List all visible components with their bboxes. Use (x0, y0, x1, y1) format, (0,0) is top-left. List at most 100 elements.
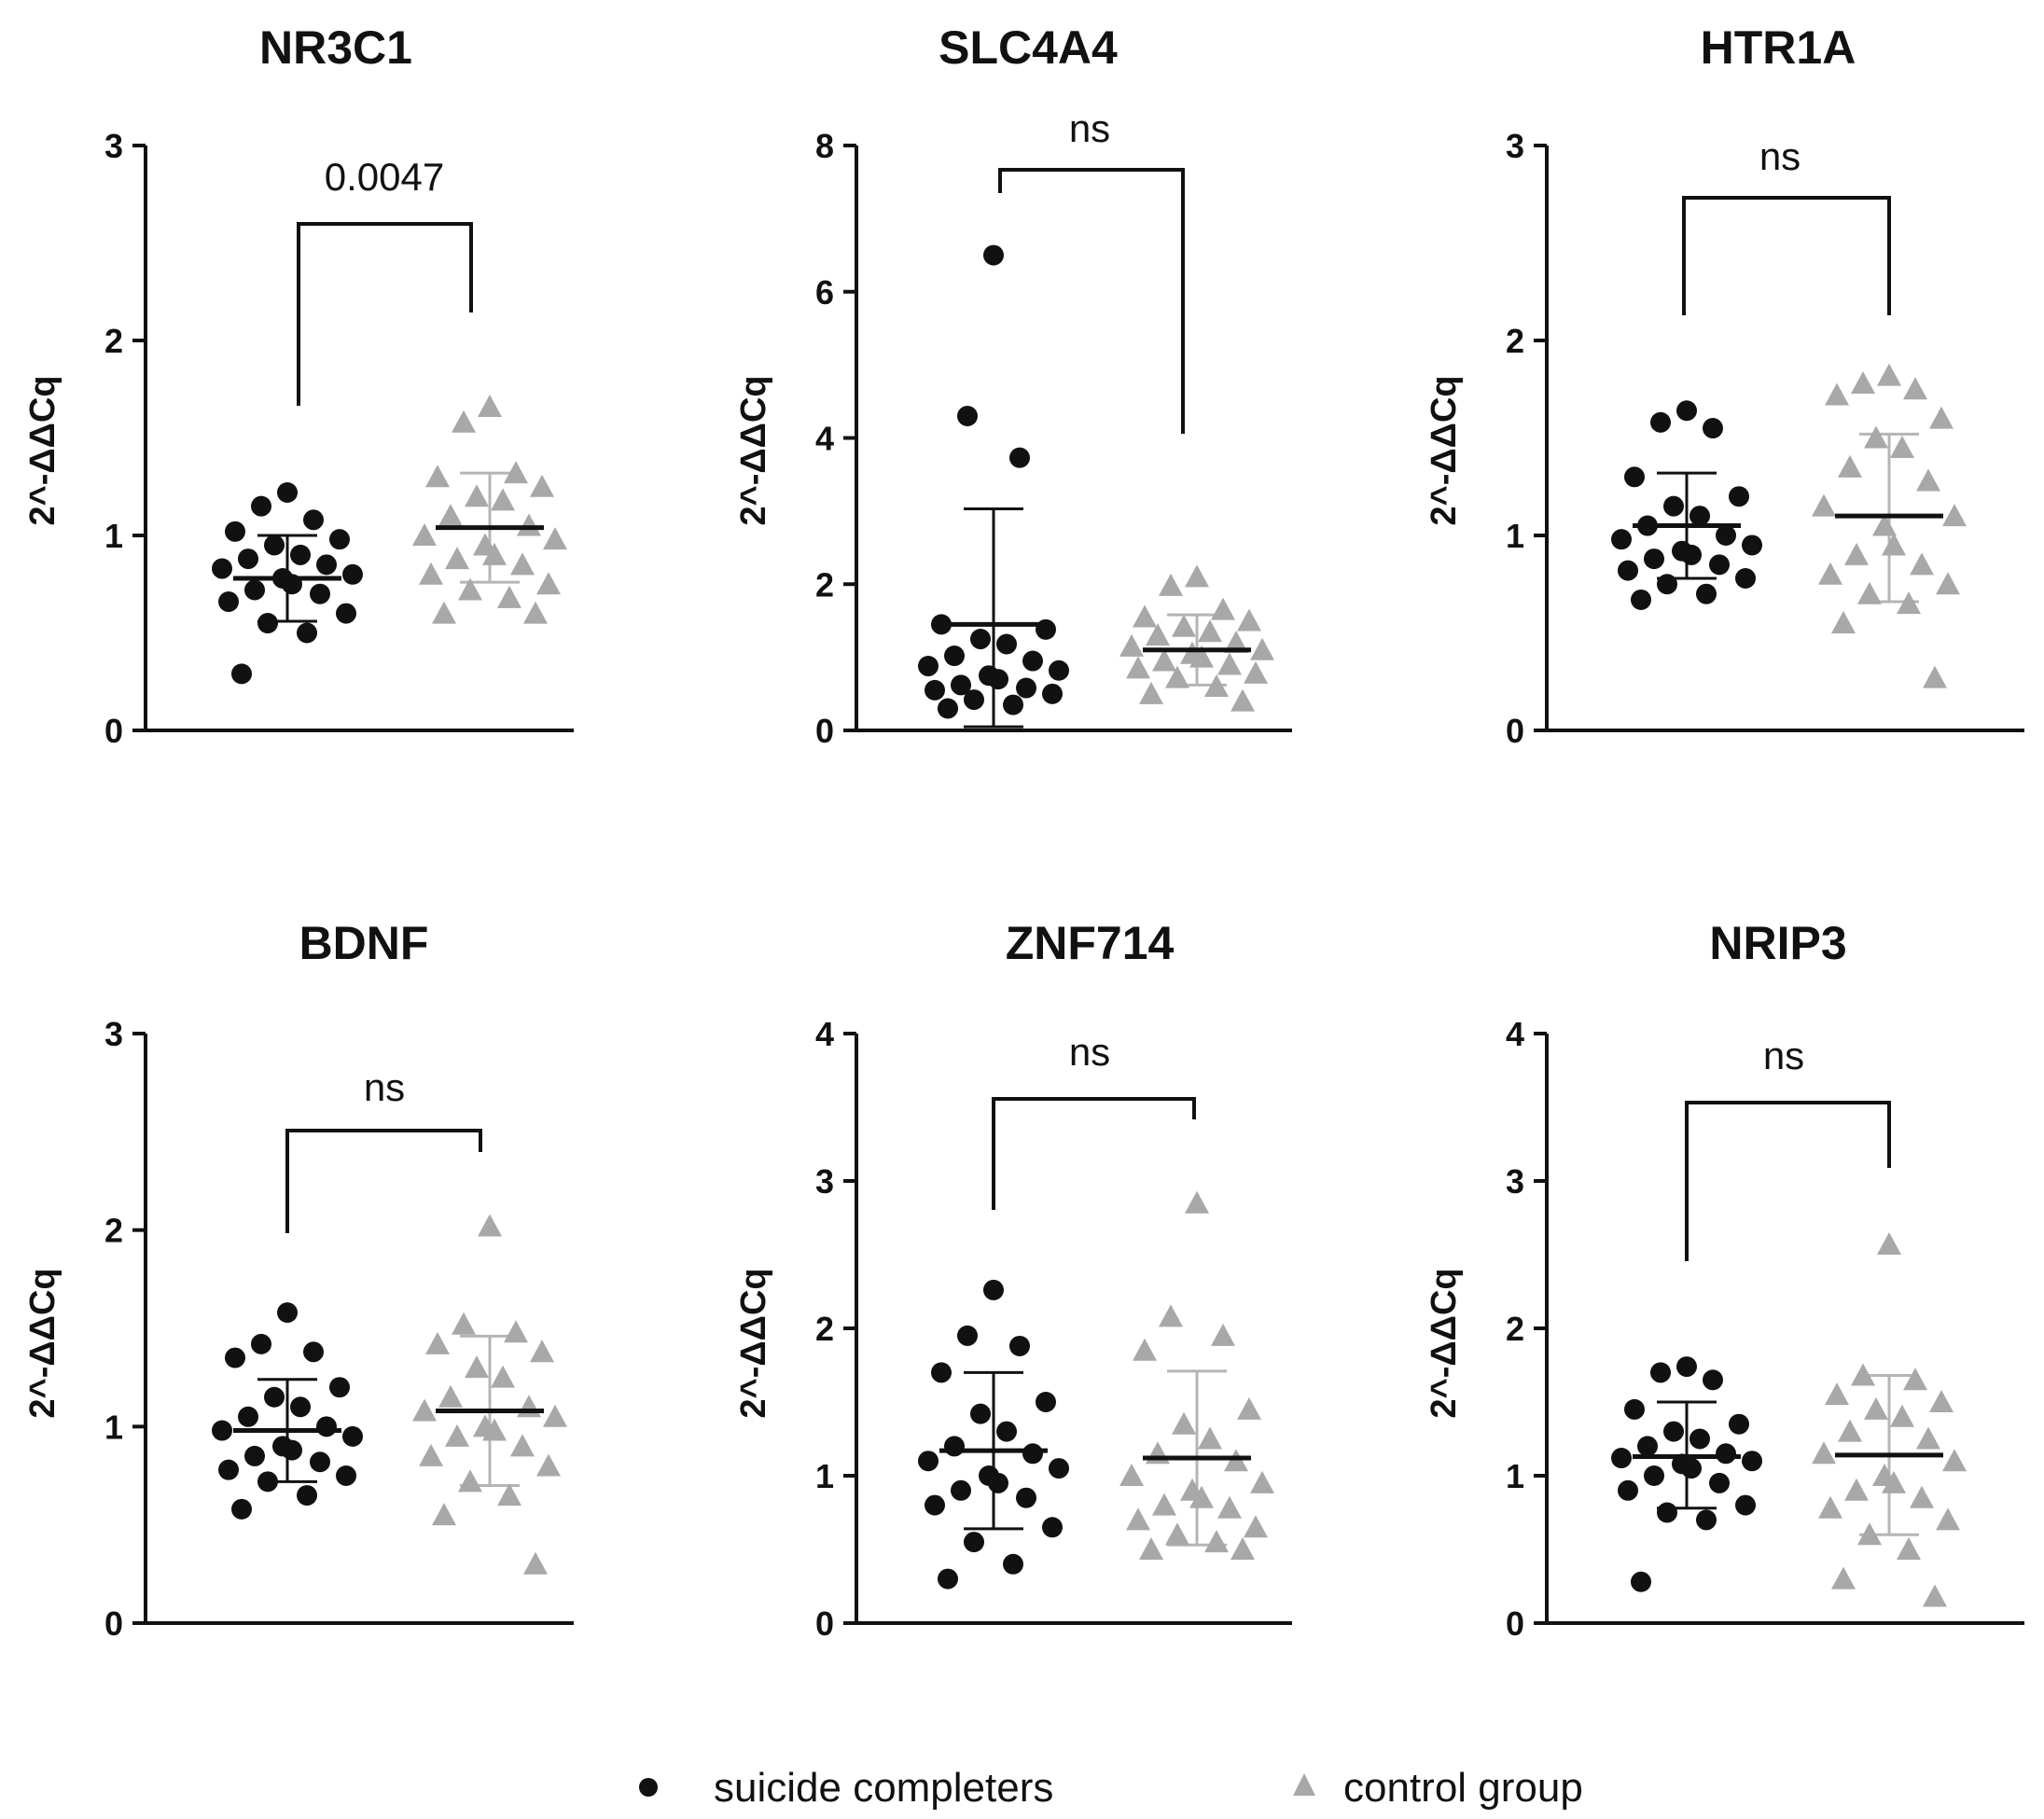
data-point-suicide (1624, 466, 1645, 488)
data-point-control (1936, 572, 1960, 595)
data-point-control (1903, 1368, 1927, 1391)
data-point-control (1244, 660, 1268, 684)
y-tick-label: 6 (815, 273, 834, 312)
significance-bracket (285, 1129, 482, 1233)
data-point-control (432, 601, 456, 624)
data-point-control (1812, 1441, 1836, 1465)
data-point-control (1812, 493, 1836, 517)
data-point-suicide (218, 1459, 239, 1480)
data-point-control (1864, 425, 1888, 449)
y-axis-label: 2^-ΔΔCq (23, 1268, 63, 1418)
data-point-control (1159, 1304, 1183, 1327)
data-point-suicide (303, 509, 324, 531)
data-point-control (425, 1331, 450, 1354)
data-point-suicide (1735, 567, 1756, 589)
data-point-suicide (231, 1498, 252, 1520)
significance-bracket (998, 168, 1185, 434)
significance-bracket (1685, 1101, 1891, 1261)
data-point-suicide (212, 558, 232, 579)
data-point-control (419, 1443, 443, 1466)
data-point-suicide (1729, 486, 1749, 507)
y-tick-label: 2 (1506, 1310, 1524, 1348)
data-point-control (1916, 1426, 1940, 1450)
data-point-suicide (1735, 1494, 1756, 1516)
data-point-control (1864, 1396, 1888, 1420)
data-point-control (1942, 504, 1967, 527)
data-point-suicide (277, 482, 298, 504)
data-point-control (1877, 1231, 1901, 1255)
data-point-suicide (297, 1485, 317, 1507)
data-point-suicide (925, 1494, 945, 1516)
data-point-control (543, 527, 567, 550)
data-point-control (1126, 656, 1150, 679)
data-point-control (1942, 1449, 1967, 1472)
data-point-control (1818, 1495, 1842, 1519)
data-point-suicide (1696, 1509, 1717, 1531)
data-point-suicide (264, 1386, 285, 1408)
data-point-suicide (251, 495, 271, 517)
y-tick-label: 3 (815, 1162, 834, 1201)
data-point-suicide (1042, 1517, 1063, 1538)
panel-htr1a: HTR1A 2^-ΔΔCq ns (1425, 21, 1856, 526)
data-point-suicide (342, 563, 363, 585)
data-point-suicide (1689, 1428, 1710, 1450)
data-point-control (1211, 597, 1235, 620)
y-tick-label: 0 (815, 712, 834, 750)
data-point-control (1119, 633, 1144, 657)
data-point-control (1231, 1537, 1255, 1560)
data-point-suicide (238, 548, 258, 570)
data-point-suicide (1657, 1502, 1677, 1523)
data-point-suicide (1611, 1448, 1632, 1469)
data-point-control (1877, 363, 1901, 386)
data-point-control (1189, 1485, 1214, 1508)
data-point-suicide (244, 1445, 265, 1466)
y-tick-label: 2 (104, 322, 123, 360)
significance-bracket (1682, 196, 1891, 315)
data-point-suicide (964, 689, 984, 711)
data-point-control (510, 552, 535, 576)
data-point-control (458, 1469, 482, 1493)
data-point-control (1929, 406, 1954, 429)
data-point-control (1172, 614, 1196, 637)
panel-title: NR3C1 (259, 21, 412, 74)
data-point-control (482, 1418, 507, 1441)
data-point-suicide (1049, 660, 1069, 681)
data-point-control (1159, 573, 1183, 596)
y-tick-label: 0 (104, 712, 123, 750)
data-point-control (1882, 1470, 1906, 1493)
data-point-suicide (1016, 677, 1036, 699)
data-point-control (1172, 1411, 1196, 1435)
data-point-suicide (336, 1465, 356, 1486)
data-point-suicide (1644, 1465, 1664, 1486)
data-point-suicide (918, 656, 939, 677)
data-point-suicide (1631, 1571, 1651, 1592)
data-point-suicide (303, 1341, 324, 1363)
data-point-suicide (925, 679, 945, 701)
data-point-control (1851, 370, 1875, 394)
data-point-suicide (1022, 1443, 1043, 1465)
significance-label: ns (1069, 106, 1110, 150)
data-point-suicide (1624, 1398, 1645, 1420)
data-point-control (1146, 623, 1170, 646)
data-point-suicide (1742, 1451, 1762, 1472)
data-point-control (1237, 608, 1261, 632)
data-point-control (438, 1384, 463, 1408)
y-tick-label: 1 (1506, 1457, 1524, 1495)
data-point-control (491, 1365, 515, 1388)
data-point-suicide (938, 1568, 958, 1590)
legend-circle-marker (639, 1778, 658, 1797)
panel-title: ZNF714 (1006, 917, 1175, 969)
data-point-suicide (1611, 529, 1632, 550)
y-tick-label: 0 (1506, 1604, 1524, 1643)
data-point-control (1831, 1566, 1856, 1590)
data-point-suicide (336, 603, 356, 624)
y-axis-label: 2^-ΔΔCq (1425, 1268, 1464, 1418)
data-point-control (425, 465, 450, 488)
significance-bracket (992, 1097, 1196, 1210)
significance-label: ns (364, 1065, 405, 1109)
data-point-control (465, 1355, 489, 1379)
data-point-suicide (1689, 506, 1710, 527)
data-point-control (412, 1398, 437, 1422)
data-point-suicide (257, 1471, 278, 1493)
